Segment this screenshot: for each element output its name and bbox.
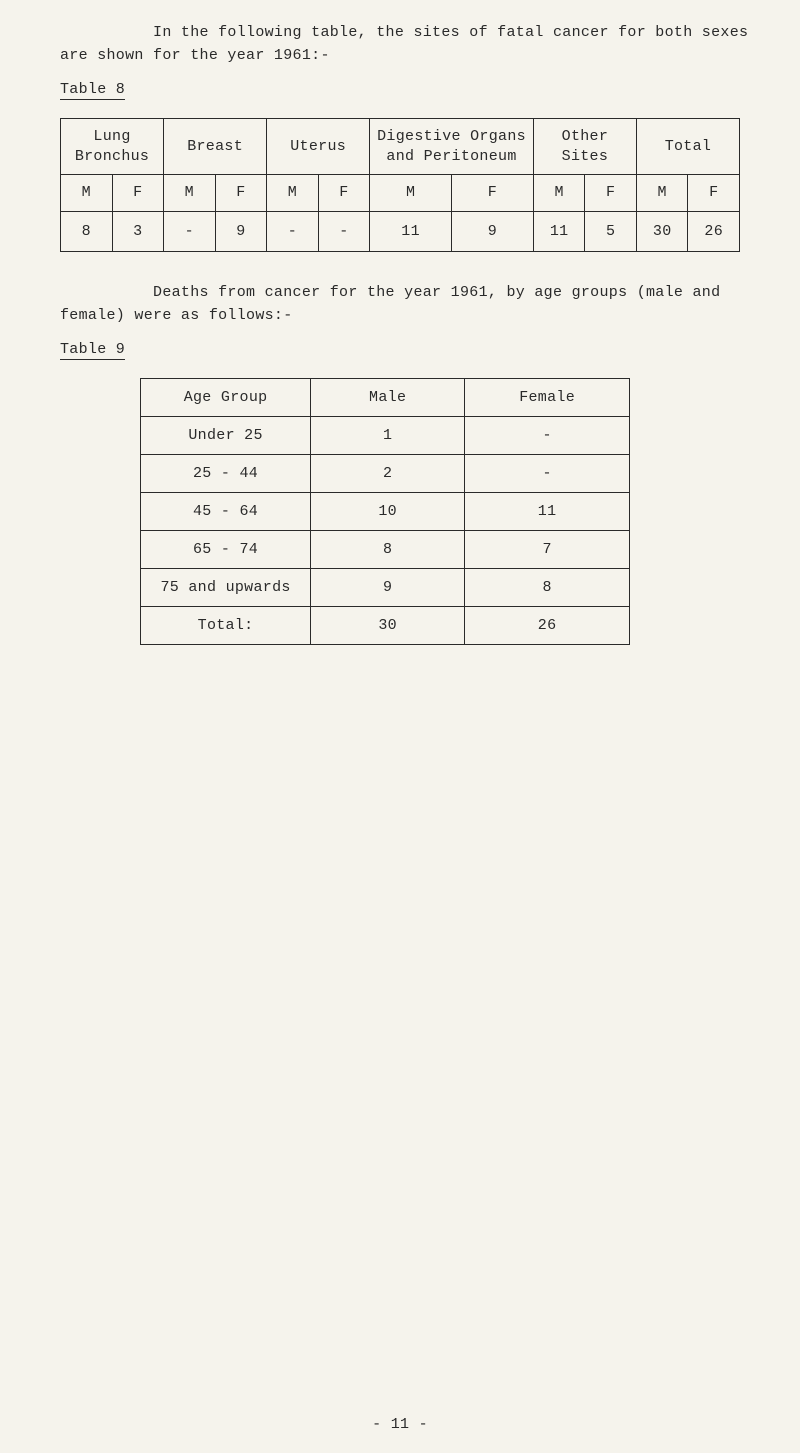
t9-r2-c2: 11 — [465, 493, 630, 531]
t8-group-total: Total — [636, 119, 739, 175]
t9-r1-c1: 2 — [311, 455, 465, 493]
t8-mf-8: M — [533, 175, 585, 212]
t8-val-8: 11 — [533, 211, 585, 252]
table9-label: Table 9 — [60, 341, 125, 360]
t9-r2-c0: 45 - 64 — [141, 493, 311, 531]
t9-r1-c2: - — [465, 455, 630, 493]
t8-mf-3: F — [215, 175, 267, 212]
t8-group-uterus: Uterus — [267, 119, 370, 175]
table8-group-row: Lung Bronchus Breast Uterus Digestive Or… — [61, 119, 740, 175]
table8-label: Table 8 — [60, 81, 125, 100]
t8-mf-4: M — [267, 175, 319, 212]
t9-head-male: Male — [311, 379, 465, 417]
table9: Age Group Male Female Under 25 1 - 25 - … — [140, 378, 630, 645]
t8-val-7: 9 — [452, 211, 534, 252]
t8-mf-11: F — [688, 175, 740, 212]
t8-val-2: - — [164, 211, 216, 252]
table-row: 65 - 74 8 7 — [141, 531, 630, 569]
t8-mf-1: F — [112, 175, 164, 212]
page-number: - 11 - — [0, 1416, 800, 1433]
table-row: 25 - 44 2 - — [141, 455, 630, 493]
t9-r4-c2: 8 — [465, 569, 630, 607]
t8-mf-9: F — [585, 175, 637, 212]
t9-r5-c0: Total: — [141, 607, 311, 645]
t8-group-breast: Breast — [164, 119, 267, 175]
t9-r3-c1: 8 — [311, 531, 465, 569]
t8-val-0: 8 — [61, 211, 113, 252]
t8-mf-0: M — [61, 175, 113, 212]
t8-mf-10: M — [636, 175, 688, 212]
t8-val-11: 26 — [688, 211, 740, 252]
table9-heading: Table 9 — [60, 341, 750, 358]
t9-r0-c0: Under 25 — [141, 417, 311, 455]
t8-mf-2: M — [164, 175, 216, 212]
table8-mf-row: M F M F M F M F M F M F — [61, 175, 740, 212]
t9-r4-c0: 75 and upwards — [141, 569, 311, 607]
table-row: Under 25 1 - — [141, 417, 630, 455]
table-row: 75 and upwards 9 8 — [141, 569, 630, 607]
t8-val-6: 11 — [370, 211, 452, 252]
t9-head-age: Age Group — [141, 379, 311, 417]
t9-r0-c2: - — [465, 417, 630, 455]
t9-r5-c2: 26 — [465, 607, 630, 645]
t9-r1-c0: 25 - 44 — [141, 455, 311, 493]
t8-group-other: Other Sites — [533, 119, 636, 175]
intro-text: In the following table, the sites of fat… — [60, 24, 748, 64]
t8-group-lung: Lung Bronchus — [61, 119, 164, 175]
t9-r5-c1: 30 — [311, 607, 465, 645]
t9-head-female: Female — [465, 379, 630, 417]
table-row: 45 - 64 10 11 — [141, 493, 630, 531]
t8-mf-5: F — [318, 175, 370, 212]
t9-head-row: Age Group Male Female — [141, 379, 630, 417]
t8-val-4: - — [267, 211, 319, 252]
t8-mf-6: M — [370, 175, 452, 212]
t9-r3-c2: 7 — [465, 531, 630, 569]
t8-val-9: 5 — [585, 211, 637, 252]
t8-val-3: 9 — [215, 211, 267, 252]
table-row: Total: 30 26 — [141, 607, 630, 645]
intro-paragraph: In the following table, the sites of fat… — [60, 22, 750, 67]
t8-mf-7: F — [452, 175, 534, 212]
t9-r4-c1: 9 — [311, 569, 465, 607]
t8-val-1: 3 — [112, 211, 164, 252]
table8: Lung Bronchus Breast Uterus Digestive Or… — [60, 118, 740, 252]
t9-r0-c1: 1 — [311, 417, 465, 455]
t8-val-5: - — [318, 211, 370, 252]
t8-group-digestive: Digestive Organs and Peritoneum — [370, 119, 534, 175]
page: In the following table, the sites of fat… — [0, 0, 800, 1453]
table8-values-row: 8 3 - 9 - - 11 9 11 5 30 26 — [61, 211, 740, 252]
t8-val-10: 30 — [636, 211, 688, 252]
t9-r3-c0: 65 - 74 — [141, 531, 311, 569]
t9-r2-c1: 10 — [311, 493, 465, 531]
mid-paragraph: Deaths from cancer for the year 1961, by… — [60, 282, 750, 327]
mid-text: Deaths from cancer for the year 1961, by… — [60, 284, 720, 324]
table8-heading: Table 8 — [60, 81, 750, 98]
